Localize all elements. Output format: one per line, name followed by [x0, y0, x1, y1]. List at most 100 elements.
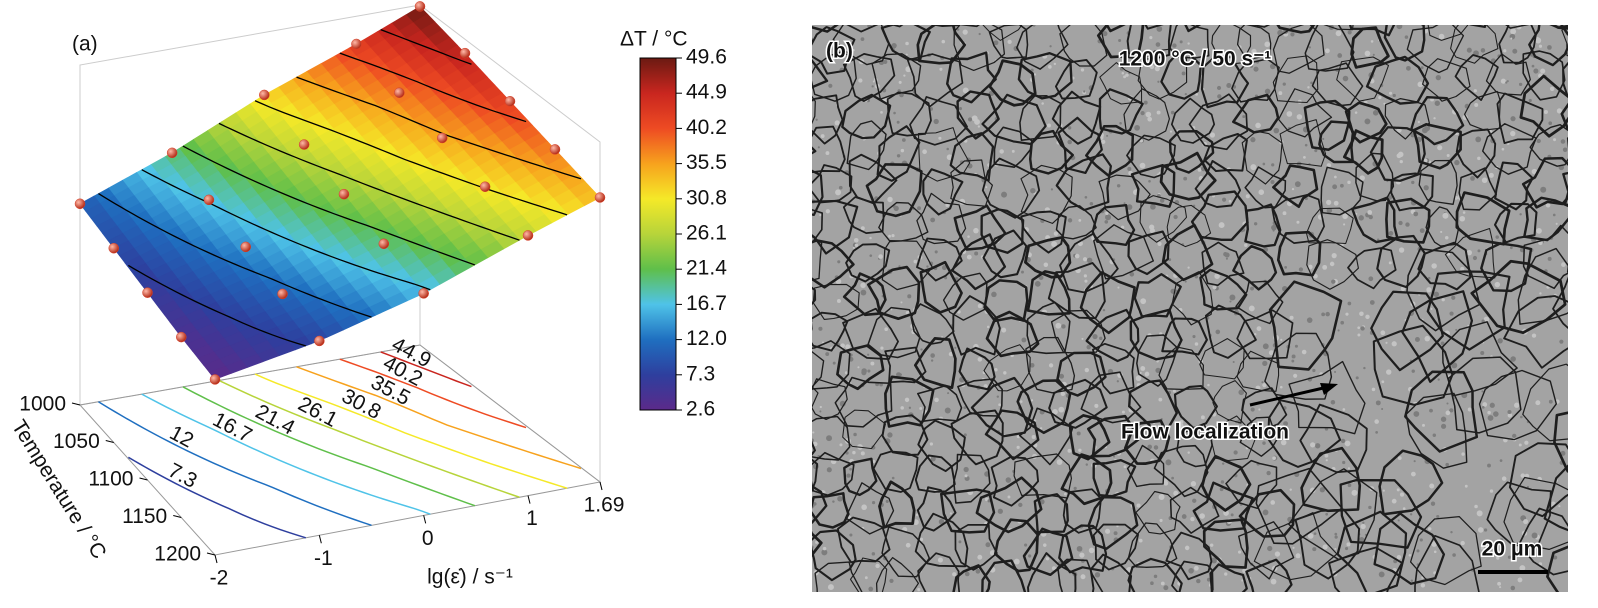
speckle [1192, 498, 1197, 503]
crack [1092, 342, 1135, 395]
crack [843, 457, 878, 497]
crack [1087, 495, 1139, 551]
speckle [838, 185, 843, 190]
speckle [1380, 330, 1386, 336]
crack [950, 159, 993, 207]
crack [952, 564, 991, 592]
crack [1085, 124, 1135, 177]
crack [865, 163, 923, 218]
speckle [1078, 219, 1082, 222]
speckle [1088, 547, 1095, 554]
surface-contour [141, 169, 431, 291]
speckle [1120, 225, 1125, 229]
speckle [996, 395, 999, 398]
crack [1339, 479, 1423, 549]
speckle [1224, 252, 1230, 258]
speckle [1501, 147, 1505, 151]
crack [842, 196, 885, 234]
speckle [1080, 68, 1085, 72]
crack [1255, 467, 1343, 545]
crack [1522, 363, 1568, 442]
crack [1560, 102, 1568, 131]
speckle [1510, 28, 1517, 35]
y-tick [173, 515, 182, 518]
x-tick-label: 0 [422, 527, 434, 550]
speckle [1533, 68, 1539, 74]
speckle [828, 83, 833, 88]
speckle [1156, 359, 1159, 363]
speckle [1368, 505, 1372, 510]
speckle [1163, 478, 1168, 483]
crack [1016, 25, 1069, 70]
crack [1529, 123, 1568, 167]
floor-contour [296, 366, 582, 470]
crack [1414, 534, 1480, 592]
speckle [852, 48, 855, 52]
speckle [1073, 486, 1077, 490]
speckle [1398, 220, 1403, 226]
speckle [1535, 400, 1541, 406]
speckle [1074, 253, 1080, 259]
x-tick [527, 495, 531, 504]
speckle [1195, 92, 1199, 96]
speckle [1417, 81, 1424, 88]
speckle [1388, 231, 1394, 236]
speckle [1163, 585, 1169, 591]
crack [812, 322, 813, 332]
speckle [1291, 359, 1295, 363]
speckle [1355, 212, 1358, 215]
speckle [1233, 450, 1238, 455]
crack [982, 229, 1028, 279]
speckle [1510, 585, 1516, 591]
speckle [1048, 65, 1052, 69]
crack [1048, 378, 1108, 429]
speckle [977, 554, 983, 560]
crack [876, 125, 921, 182]
speckle [1274, 551, 1281, 557]
speckle [1429, 408, 1433, 413]
crack [1517, 247, 1568, 325]
speckle [1446, 252, 1451, 256]
speckle [1313, 273, 1318, 279]
speckle [1270, 578, 1277, 585]
crack [1562, 171, 1568, 207]
crack [1264, 332, 1333, 400]
speckle [1150, 204, 1156, 210]
crack [1022, 527, 1074, 577]
crack [1372, 324, 1454, 406]
speckle [1519, 565, 1526, 571]
crack [1546, 545, 1568, 592]
speckle [930, 217, 936, 223]
surface-contour [98, 193, 372, 318]
speckle [1520, 473, 1526, 478]
speckle [1105, 211, 1109, 215]
crack [1209, 563, 1248, 592]
x-axis-title: lg(ε̇) / s⁻¹ [427, 566, 513, 589]
colorbar-tick-label: 12.0 [686, 327, 727, 350]
speckle [1121, 72, 1125, 75]
speckle [1179, 40, 1183, 44]
speckle [974, 251, 979, 256]
crack [1160, 51, 1202, 100]
speckle [1192, 335, 1196, 339]
speckle [1194, 275, 1199, 279]
crack [1057, 116, 1103, 174]
speckle [1325, 459, 1328, 462]
crack [990, 456, 1040, 507]
crack [930, 25, 960, 28]
speckle [1194, 342, 1199, 346]
speckle [819, 410, 822, 413]
speckle [1510, 37, 1513, 40]
crack [1028, 129, 1075, 175]
speckle [1028, 554, 1032, 558]
crack [875, 556, 920, 592]
speckle [905, 53, 908, 56]
speckle [985, 542, 991, 548]
speckle [963, 466, 969, 473]
speckle [1284, 265, 1288, 269]
speckle [1089, 202, 1094, 206]
speckle [1499, 586, 1502, 589]
speckle [1185, 435, 1189, 439]
colorbar-tick-label: 40.2 [686, 116, 727, 139]
speckle [1460, 266, 1465, 272]
